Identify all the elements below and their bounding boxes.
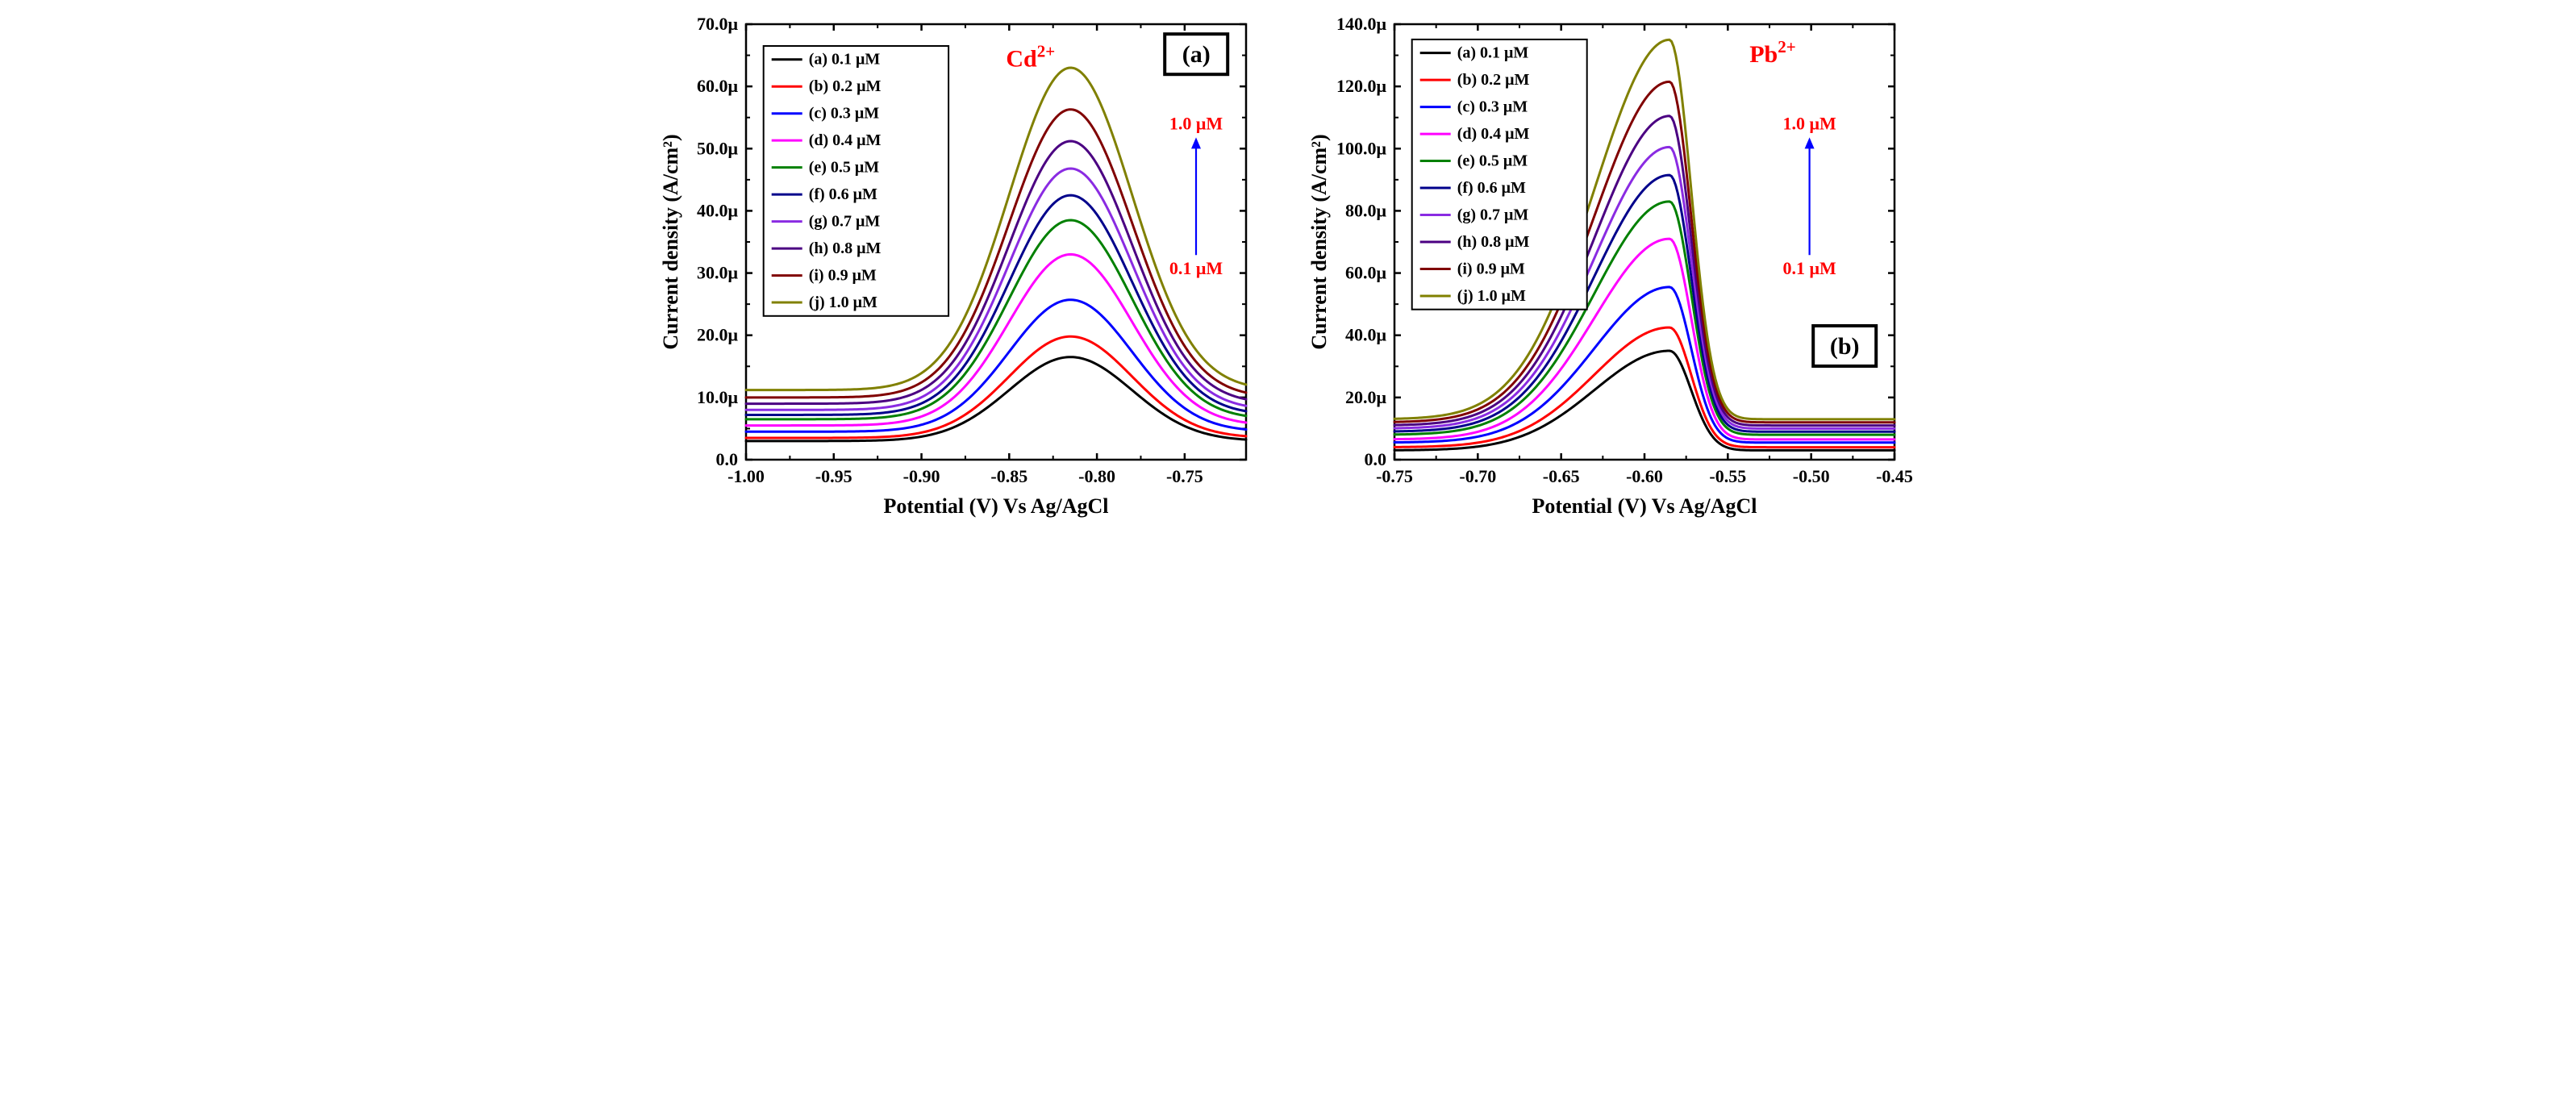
svg-text:30.0μ: 30.0μ (697, 263, 739, 283)
legend-label-h: (h) 0.8 μM (1457, 233, 1530, 251)
svg-text:20.0μ: 20.0μ (697, 325, 739, 345)
svg-text:-0.45: -0.45 (1876, 466, 1913, 486)
svg-text:70.0μ: 70.0μ (697, 14, 739, 34)
range-top-label: 1.0 μM (1169, 113, 1223, 133)
legend-label-a: (a) 0.1 μM (1457, 44, 1529, 62)
svg-text:50.0μ: 50.0μ (697, 138, 739, 158)
svg-text:10.0μ: 10.0μ (697, 387, 739, 407)
legend-label-b: (b) 0.2 μM (1457, 71, 1530, 89)
species-label: Pb2+ (1749, 37, 1795, 68)
legend-label-g: (g) 0.7 μM (809, 213, 881, 231)
svg-text:-0.90: -0.90 (903, 466, 940, 486)
svg-text:20.0μ: 20.0μ (1345, 387, 1387, 407)
range-top-label: 1.0 μM (1782, 113, 1836, 133)
curve-b (746, 336, 1246, 438)
svg-text:-0.95: -0.95 (815, 466, 852, 486)
chart-cd: -1.00-0.95-0.90-0.85-0.80-0.750.010.0μ20… (649, 8, 1278, 540)
legend-label-a: (a) 0.1 μM (809, 51, 881, 69)
svg-text:40.0μ: 40.0μ (697, 200, 739, 220)
legend-label-e: (e) 0.5 μM (809, 159, 880, 177)
svg-text:-0.60: -0.60 (1626, 466, 1663, 486)
panel-a: -1.00-0.95-0.90-0.85-0.80-0.750.010.0μ20… (649, 8, 1278, 540)
panel-letter: (b) (1830, 333, 1860, 360)
svg-text:60.0μ: 60.0μ (697, 76, 739, 96)
legend-label-d: (d) 0.4 μM (1457, 125, 1530, 143)
range-arrow-head (1805, 137, 1815, 148)
legend-label-b: (b) 0.2 μM (809, 77, 882, 95)
legend-label-c: (c) 0.3 μM (1457, 98, 1528, 116)
legend-label-c: (c) 0.3 μM (809, 105, 880, 123)
y-axis-label: Current density (A/cm²) (659, 134, 682, 349)
svg-text:40.0μ: 40.0μ (1345, 325, 1387, 345)
svg-text:0.0: 0.0 (1365, 449, 1387, 469)
svg-text:-0.50: -0.50 (1793, 466, 1830, 486)
svg-text:-0.85: -0.85 (990, 466, 1027, 486)
x-axis-label: Potential (V) Vs Ag/AgCl (883, 494, 1108, 518)
svg-text:-0.70: -0.70 (1459, 466, 1496, 486)
legend-label-i: (i) 0.9 μM (1457, 260, 1525, 277)
svg-text:80.0μ: 80.0μ (1345, 200, 1387, 220)
legend-label-d: (d) 0.4 μM (809, 131, 882, 149)
legend-label-e: (e) 0.5 μM (1457, 152, 1528, 170)
svg-text:-0.80: -0.80 (1078, 466, 1115, 486)
range-bottom-label: 0.1 μM (1169, 258, 1223, 278)
range-arrow-head (1191, 137, 1201, 148)
svg-text:60.0μ: 60.0μ (1345, 263, 1387, 283)
figure-row: -1.00-0.95-0.90-0.85-0.80-0.750.010.0μ20… (0, 0, 2576, 548)
svg-text:-0.75: -0.75 (1166, 466, 1203, 486)
svg-text:100.0μ: 100.0μ (1336, 138, 1387, 158)
svg-text:120.0μ: 120.0μ (1336, 76, 1387, 96)
panel-letter: (a) (1182, 41, 1211, 68)
legend-label-f: (f) 0.6 μM (1457, 179, 1526, 197)
legend-label-g: (g) 0.7 μM (1457, 206, 1529, 224)
legend-label-j: (j) 1.0 μM (809, 294, 877, 311)
chart-pb: -0.75-0.70-0.65-0.60-0.55-0.50-0.450.020… (1298, 8, 1927, 540)
svg-text:140.0μ: 140.0μ (1336, 14, 1387, 34)
y-axis-label: Current density (A/cm²) (1307, 134, 1331, 349)
svg-text:-0.65: -0.65 (1543, 466, 1580, 486)
legend-label-f: (f) 0.6 μM (809, 185, 877, 203)
x-axis-label: Potential (V) Vs Ag/AgCl (1532, 494, 1757, 518)
legend-label-i: (i) 0.9 μM (809, 267, 877, 285)
legend-label-h: (h) 0.8 μM (809, 240, 882, 257)
legend-label-j: (j) 1.0 μM (1457, 287, 1526, 305)
svg-text:0.0: 0.0 (716, 449, 739, 469)
species-label: Cd2+ (1006, 41, 1055, 72)
panel-b: -0.75-0.70-0.65-0.60-0.55-0.50-0.450.020… (1298, 8, 1927, 540)
range-bottom-label: 0.1 μM (1782, 258, 1836, 278)
svg-text:-0.55: -0.55 (1709, 466, 1746, 486)
